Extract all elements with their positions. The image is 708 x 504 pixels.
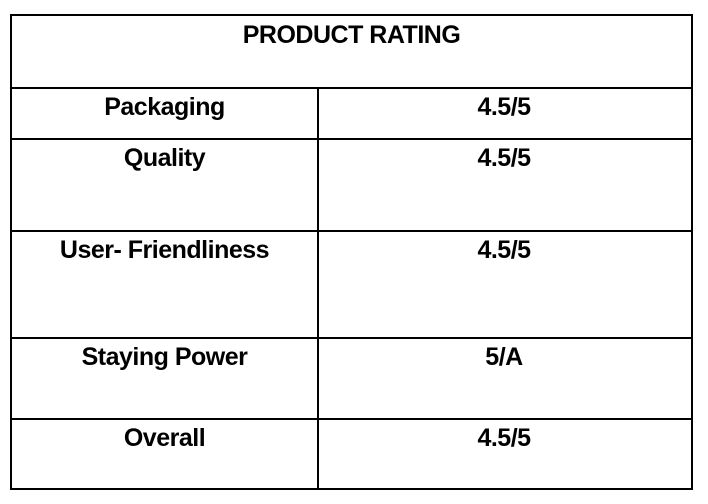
row-rating: 4.5/5	[477, 93, 531, 121]
row-rating: 4.5/5	[477, 144, 531, 172]
row-divider	[12, 337, 691, 339]
row-rating: 5/A	[485, 343, 523, 371]
row-divider	[12, 138, 691, 140]
rating-table: PRODUCT RATING Packaging 4.5/5 Quality 4.5/…	[10, 14, 693, 490]
row-label: Staying Power	[81, 343, 248, 371]
row-divider	[12, 230, 691, 232]
table-title: PRODUCT RATING	[242, 21, 461, 49]
row-divider	[12, 418, 691, 420]
row-label: Overall	[123, 424, 206, 452]
column-divider	[317, 87, 319, 490]
row-divider	[12, 87, 691, 89]
row-label: Quality	[123, 144, 206, 172]
row-label: Packaging	[104, 93, 225, 121]
row-rating: 4.5/5	[477, 424, 531, 452]
row-label: User- Friendliness	[59, 236, 270, 264]
row-rating: 4.5/5	[477, 236, 531, 264]
